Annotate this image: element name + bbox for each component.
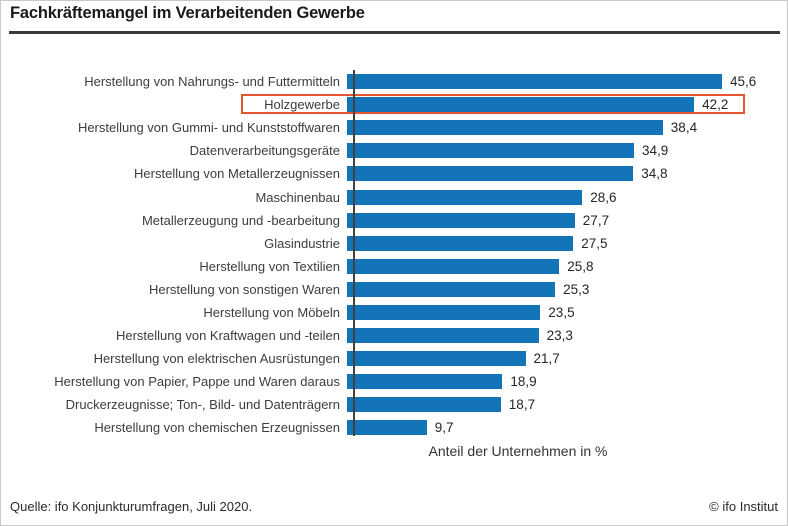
chart-row: Druckerzeugnisse; Ton-, Bild- und Datent… [1,393,787,416]
category-label: Metallerzeugung und -bearbeitung [141,212,340,228]
bar-wrap: 9,7 [347,416,454,439]
title-underline [9,31,780,34]
chart-row: Herstellung von Papier, Pappe und Waren … [1,370,787,393]
bar-wrap: 38,4 [347,116,697,139]
y-axis-line [353,70,355,436]
category-label: Glasindustrie [264,235,340,251]
chart-row: Herstellung von elektrischen Ausrüstunge… [1,347,787,370]
bar [347,143,634,159]
category-label: Maschinenbau [255,189,340,205]
bar [347,166,634,182]
bar [347,235,574,251]
category-label: Herstellung von Nahrungs- und Futtermitt… [84,74,340,90]
chart-row: Herstellung von Nahrungs- und Futtermitt… [1,70,787,93]
bar [347,351,526,367]
bar [347,120,663,136]
bar-wrap: 34,8 [347,162,667,185]
bar [347,281,556,297]
bar-wrap: 23,5 [347,301,575,324]
bar [347,189,583,205]
bar-wrap: 21,7 [347,347,560,370]
bar [347,97,695,113]
value-label: 38,4 [670,120,698,136]
category-label: Herstellung von Gummi- und Kunststoffwar… [77,120,340,136]
bar-wrap: 18,9 [347,370,537,393]
chart-row: Glasindustrie 27,5 [1,232,787,255]
category-label: Holzgewerbe [264,97,340,113]
category-label: Herstellung von Metallerzeugnissen [134,166,340,182]
value-label: 42,2 [702,97,729,113]
bar [347,420,427,436]
bar-wrap: 45,6 [347,70,756,93]
value-label: 34,9 [642,143,669,159]
bar-wrap: 18,7 [347,393,535,416]
value-label: 28,6 [590,189,617,205]
bar [347,328,539,344]
value-label: 27,7 [582,212,610,228]
value-label: 18,9 [510,374,537,390]
bar-wrap: 34,9 [347,139,668,162]
x-axis-label: Anteil der Unternehmen in % [428,443,608,459]
source-note: Quelle: ifo Konjunkturumfragen, Juli 202… [10,499,253,514]
value-label: 27,5 [581,235,608,251]
bar-wrap: 25,3 [347,278,589,301]
value-label: 23,3 [546,328,573,344]
bar-wrap: 42,2 [347,93,728,116]
chart-row: Herstellung von chemischen Erzeugnissen … [1,416,787,439]
bar-wrap: 23,3 [347,324,573,347]
chart-row: Datenverarbeitungsgeräte 34,9 [1,139,787,162]
value-label: 25,8 [567,258,594,274]
category-label: Herstellung von Papier, Pappe und Waren … [54,374,340,390]
category-label: Herstellung von Möbeln [203,304,340,320]
chart-row: Metallerzeugung und -bearbeitung 27,7 [1,209,787,232]
bar [347,258,560,274]
chart-row: Herstellung von Textilien 25,8 [1,255,787,278]
chart-row: Maschinenbau 28,6 [1,185,787,208]
bar [347,74,722,90]
chart-row: Herstellung von Gummi- und Kunststoffwar… [1,116,787,139]
bar-wrap: 25,8 [347,255,593,278]
copyright-note: © ifo Institut [709,499,778,514]
bar-wrap: 27,5 [347,232,607,255]
bar-wrap: 28,6 [347,185,616,208]
chart-row: Herstellung von Kraftwagen und -teilen 2… [1,324,787,347]
chart-row: Herstellung von Metallerzeugnissen 34,8 [1,162,787,185]
category-label: Datenverarbeitungsgeräte [189,143,340,159]
bar [347,212,575,228]
value-label: 21,7 [533,351,560,367]
bar [347,397,501,413]
category-label: Herstellung von Textilien [199,258,340,274]
value-label: 9,7 [434,420,454,436]
chart-rows: Herstellung von Nahrungs- und Futtermitt… [1,70,787,440]
chart-row: Herstellung von Möbeln 23,5 [1,301,787,324]
value-label: 34,8 [641,166,668,182]
page-title: Fachkräftemangel im Verarbeitenden Gewer… [10,4,365,22]
value-label: 25,3 [563,281,590,297]
bar-wrap: 27,7 [347,209,609,232]
chart-row: Holzgewerbe 42,2 [1,93,787,116]
category-label: Herstellung von chemischen Erzeugnissen [94,420,340,436]
bar [347,374,503,390]
bar [347,304,541,320]
category-label: Druckerzeugnisse; Ton-, Bild- und Datent… [65,397,340,413]
value-label: 45,6 [730,74,757,90]
category-label: Herstellung von Kraftwagen und -teilen [115,328,340,344]
value-label: 23,5 [548,304,575,320]
value-label: 18,7 [508,397,536,413]
chart-row: Herstellung von sonstigen Waren 25,3 [1,278,787,301]
category-label: Herstellung von sonstigen Waren [148,281,340,297]
category-label: Herstellung von elektrischen Ausrüstunge… [93,351,340,367]
